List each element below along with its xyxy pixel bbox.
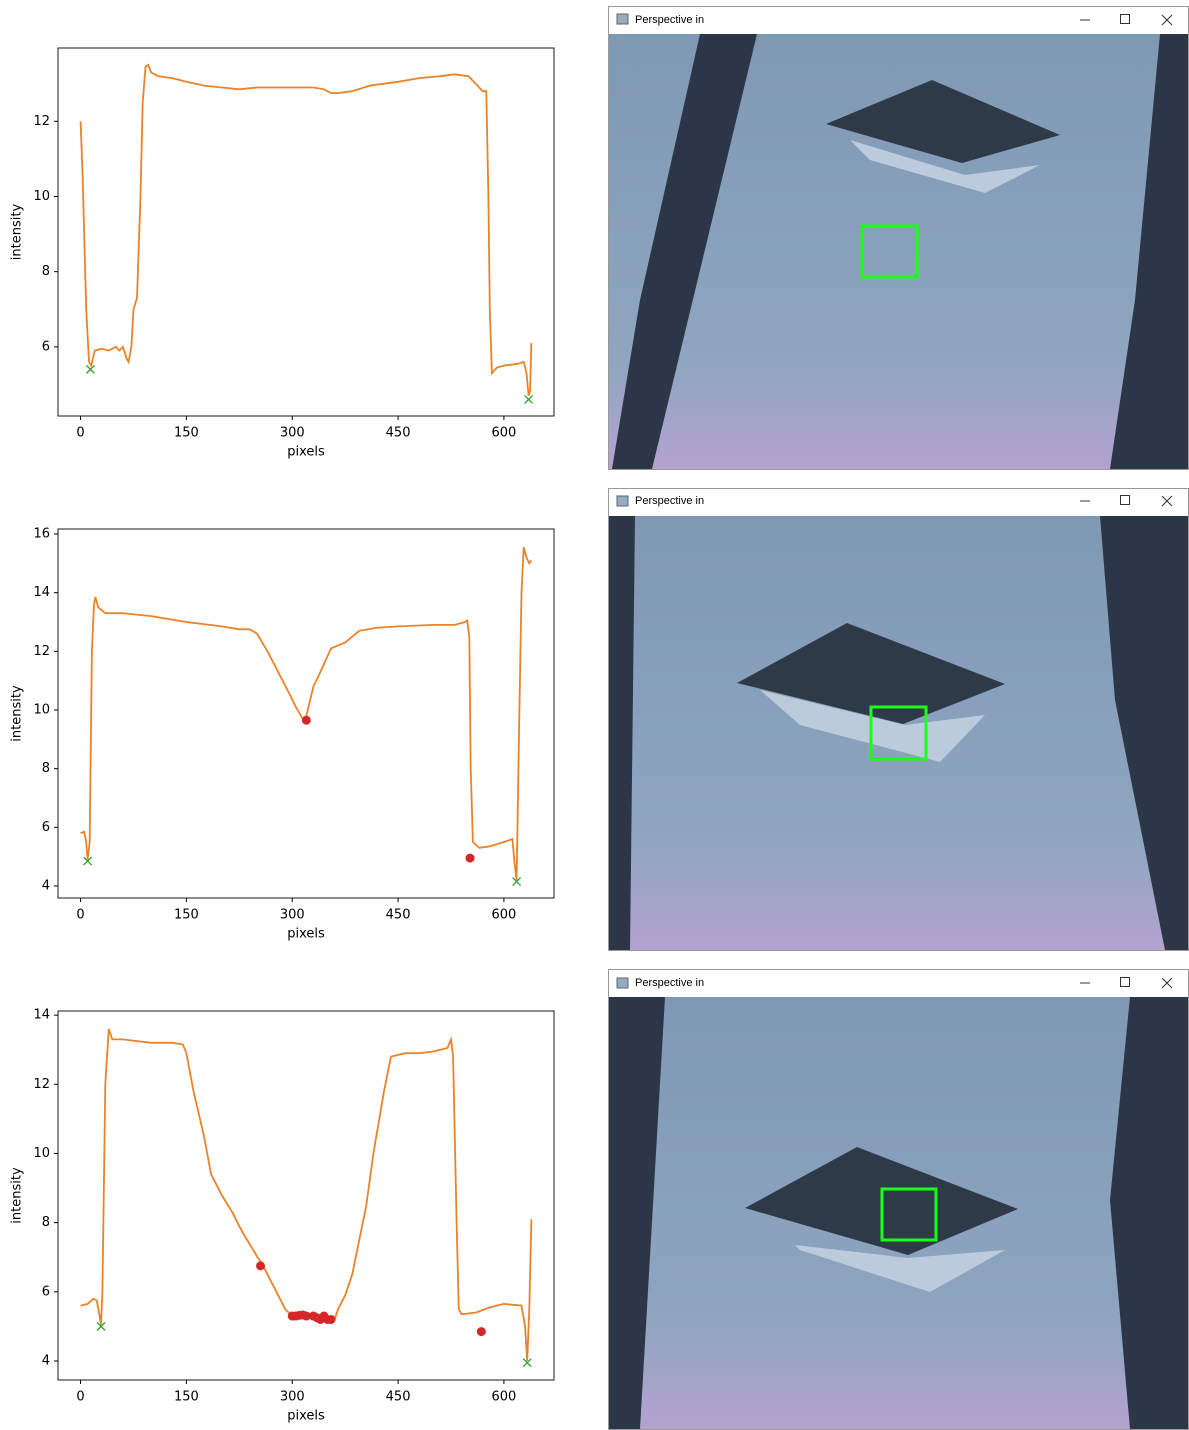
dot-marker — [255, 1261, 265, 1271]
x-axis-label: pixels — [287, 927, 325, 942]
y-tick-label: 14 — [33, 585, 50, 600]
x-axis-label: pixels — [287, 1409, 325, 1424]
y-tick-label: 8 — [42, 264, 50, 279]
window: Perspective in — [608, 6, 1189, 470]
x-marker — [96, 1321, 106, 1331]
x-tick-label: 450 — [386, 426, 411, 441]
plot-frame — [57, 528, 555, 899]
window-icon — [616, 495, 629, 507]
x-marker — [85, 364, 95, 374]
close-button[interactable] — [1161, 14, 1173, 26]
window-title: Perspective in — [635, 495, 704, 507]
dot-marker — [301, 1311, 311, 1321]
data-line — [80, 1028, 533, 1362]
x-marker — [83, 856, 93, 866]
y-tick-label: 10 — [33, 189, 50, 204]
x-tick-label: 600 — [491, 1390, 516, 1405]
x-marker — [512, 877, 522, 887]
y-tick-label: 12 — [33, 1077, 50, 1092]
roi-box — [860, 224, 919, 279]
window-title: Perspective in — [635, 14, 704, 26]
x-marker — [522, 1358, 532, 1368]
y-tick-label: 4 — [42, 878, 50, 893]
x-tick-label: 150 — [174, 426, 199, 441]
x-tick-label: 300 — [280, 426, 305, 441]
plot-frame — [57, 1010, 555, 1381]
x-tick-label: 150 — [174, 908, 199, 923]
x-tick-label: 450 — [386, 1390, 411, 1405]
window-icon — [616, 13, 629, 25]
plot-frame — [57, 47, 555, 417]
x-tick-label: 300 — [280, 908, 305, 923]
y-axis-label: intensity — [10, 204, 25, 261]
close-button[interactable] — [1161, 977, 1173, 989]
camera-image — [609, 997, 1188, 1429]
y-tick-label: 12 — [33, 114, 50, 129]
x-marker — [524, 395, 534, 404]
dot-marker — [465, 853, 475, 863]
data-line — [80, 546, 533, 881]
dot-marker — [476, 1327, 486, 1337]
y-tick-label: 6 — [42, 820, 50, 835]
y-tick-label: 14 — [33, 1008, 50, 1023]
data-line — [79, 63, 533, 397]
y-tick-label: 6 — [42, 339, 50, 354]
roi-box — [880, 1187, 938, 1242]
y-tick-label: 8 — [42, 761, 50, 776]
dot-marker — [326, 1314, 336, 1324]
roi-box — [869, 705, 928, 761]
x-tick-label: 600 — [491, 908, 516, 923]
window: Perspective in — [608, 969, 1189, 1430]
x-tick-label: 600 — [491, 426, 516, 441]
x-tick-label: 0 — [76, 426, 84, 441]
y-tick-label: 16 — [33, 526, 50, 541]
y-tick-label: 4 — [42, 1353, 50, 1368]
x-tick-label: 0 — [76, 908, 84, 923]
y-tick-label: 6 — [42, 1284, 50, 1299]
x-tick-label: 450 — [386, 908, 411, 923]
window-title: Perspective in — [635, 977, 704, 989]
y-tick-label: 8 — [42, 1215, 50, 1230]
maximize-button[interactable] — [1120, 14, 1130, 24]
y-tick-label: 10 — [33, 1146, 50, 1161]
y-tick-label: 12 — [33, 644, 50, 659]
dot-marker — [301, 715, 311, 725]
y-axis-label: intensity — [10, 685, 25, 742]
x-axis-label: pixels — [287, 445, 325, 460]
x-tick-label: 300 — [280, 1390, 305, 1405]
camera-image — [609, 516, 1188, 950]
maximize-button[interactable] — [1120, 977, 1130, 987]
x-tick-label: 150 — [174, 1390, 199, 1405]
close-button[interactable] — [1161, 495, 1173, 507]
x-tick-label: 0 — [76, 1390, 84, 1405]
window-icon — [616, 977, 629, 989]
y-axis-label: intensity — [10, 1167, 25, 1224]
camera-image — [609, 34, 1188, 469]
window: Perspective in — [608, 488, 1189, 951]
y-tick-label: 10 — [33, 702, 50, 717]
maximize-button[interactable] — [1120, 495, 1130, 505]
